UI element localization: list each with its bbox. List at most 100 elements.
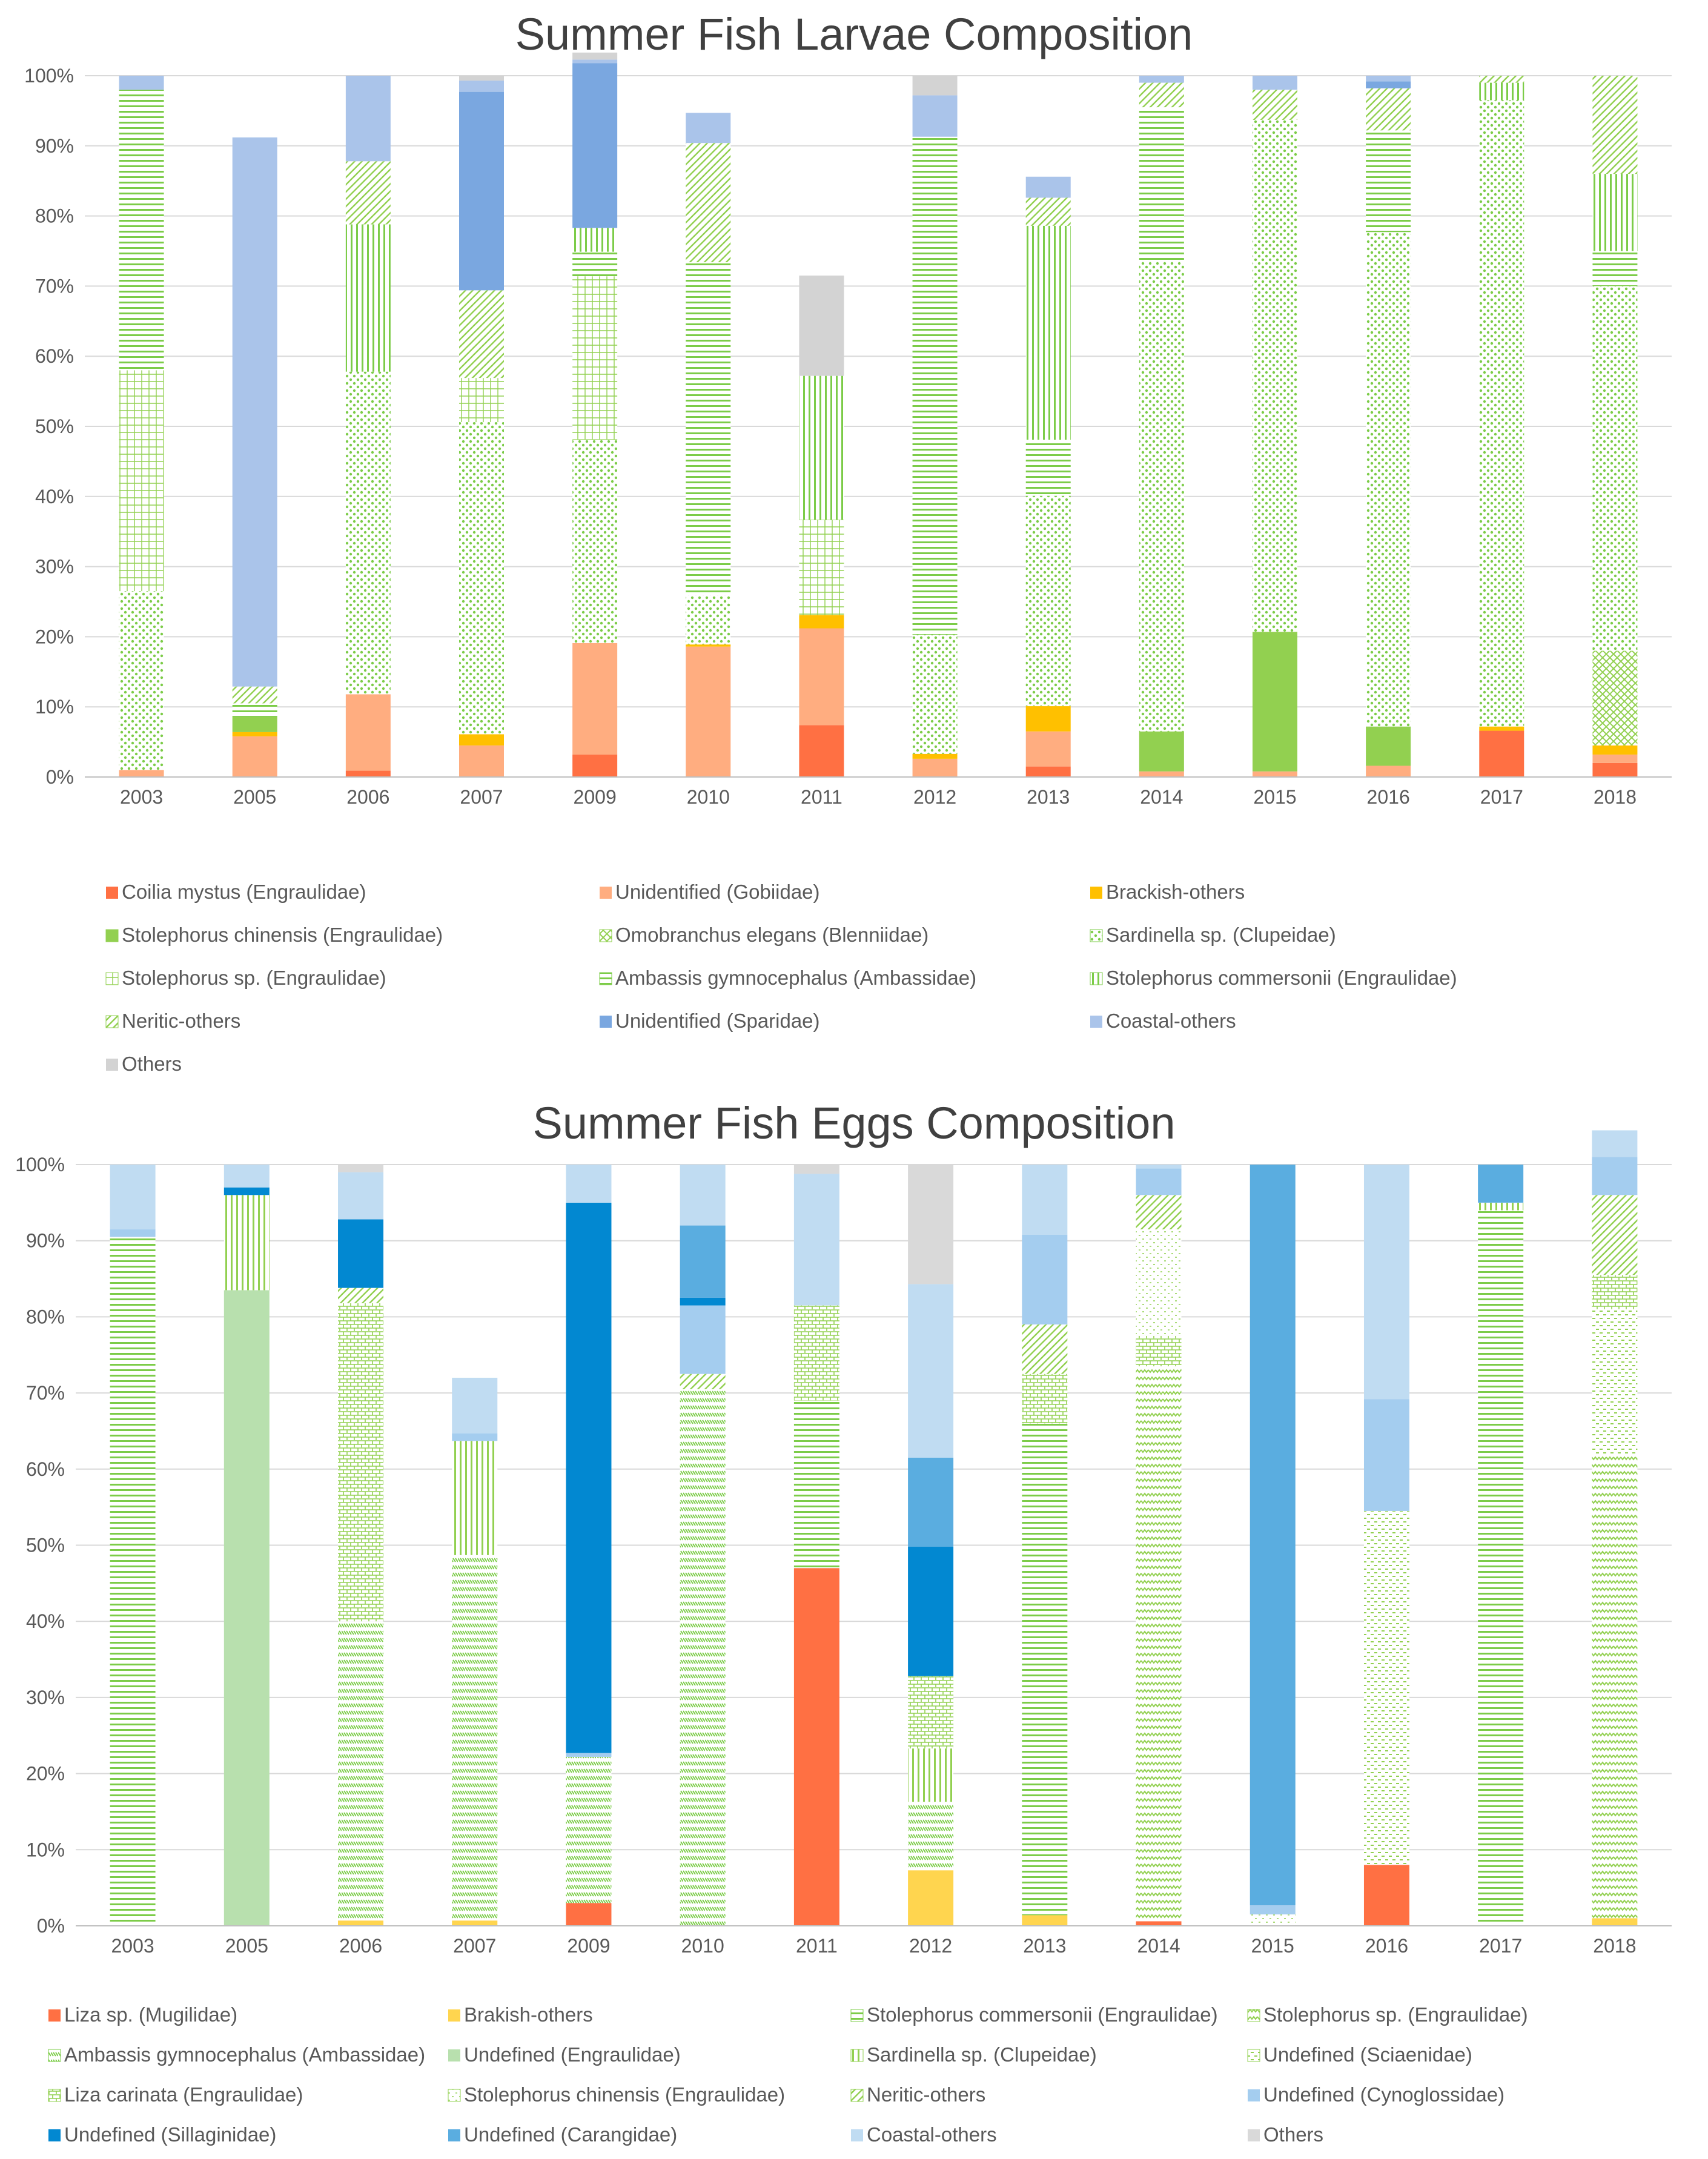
legend-label: Others — [122, 1053, 182, 1075]
bar-segment-stolephorus-sp-engraulidae — [799, 520, 844, 615]
bar-segment-stolephorus-commersonii-engraulidae — [1022, 1423, 1068, 1916]
y-tick-label: 50% — [26, 1535, 65, 1556]
bar-segment-ambassis-gymnocephalus-ambassidae — [1366, 130, 1411, 233]
eggs-chart-title: Summer Fish Eggs Composition — [532, 1098, 1176, 1148]
bar-segment-brakish-others — [338, 1920, 384, 1926]
bar-segment-coastal-others — [110, 1165, 156, 1229]
bar-segment-unidentified-sparidae — [1366, 81, 1411, 88]
x-tick-label: 2014 — [1140, 786, 1183, 808]
x-tick-label: 2005 — [225, 1935, 268, 1957]
bar-segment-others — [908, 1165, 954, 1284]
bar-segment-undefined-sciaenidae — [1592, 1309, 1638, 1454]
bar-stack-2007 — [452, 1377, 498, 1926]
bar-segment-undefined-sillaginidae — [680, 1297, 726, 1306]
legend-item: Stolephorus sp. (Engraulidae) — [105, 967, 386, 989]
y-tick-label: 50% — [35, 415, 74, 437]
x-tick-label: 2012 — [909, 1935, 952, 1957]
bar-segment-liza-sp-mugilidae — [1363, 1865, 1409, 1926]
bar-segment-sardinella-sp-clupeidae — [452, 1441, 498, 1555]
bar-segment-unidentified-gobiidae — [912, 758, 958, 777]
eggs-chart-panel: Summer Fish Eggs Composition 0% 10% 20% 30%… — [0, 1084, 1708, 2159]
legend-item: Undefined (Sillaginidae) — [48, 2123, 276, 2146]
bar-stack-2015 — [1250, 1165, 1296, 1926]
bar-segment-stolephorus-chinensis-engraulidae — [1136, 1229, 1182, 1336]
bar-segment-sardinella-sp-clupeidae — [1139, 261, 1184, 732]
bar-segment-undefined-engraulidae — [223, 1290, 270, 1926]
legend-item: Coilia mystus (Engraulidae) — [106, 881, 366, 903]
bar-segment-neritic-others — [1592, 76, 1638, 174]
x-tick-label: 2010 — [687, 786, 730, 808]
bar-stack-2016 — [1366, 76, 1411, 777]
bar-segment-undefined-carangidae — [1478, 1165, 1524, 1203]
bar-segment-sardinella-sp-clupeidae — [223, 1195, 270, 1291]
bar-stack-2018 — [1592, 76, 1638, 777]
x-tick-label: 2017 — [1479, 1935, 1522, 1957]
legend-swatch — [448, 2049, 460, 2061]
y-tick-label: 60% — [26, 1458, 65, 1480]
x-tick-label: 2007 — [453, 1935, 496, 1957]
bar-segment-liza-carinata-engraulidae — [908, 1676, 954, 1749]
bar-stack-2017 — [1478, 1165, 1524, 1926]
legend-swatch — [850, 2049, 864, 2062]
legend-item: Others — [106, 1053, 182, 1075]
bar-stack-2009 — [572, 52, 618, 777]
legend-swatch — [1247, 2009, 1260, 2022]
bar-segment-neritic-others — [1022, 1324, 1068, 1374]
bar-segment-undefined-cynoglossidae — [680, 1305, 726, 1374]
legend-swatch — [106, 1059, 118, 1071]
bar-segment-unidentified-gobiidae — [1366, 765, 1411, 777]
bar-stack-2006 — [345, 76, 391, 777]
bar-segment-coastal-others — [566, 1165, 612, 1203]
bar-segment-stolephorus-sp-engraulidae — [459, 378, 504, 423]
bar-stack-2005 — [232, 137, 277, 777]
y-tick-label: 30% — [35, 556, 74, 578]
eggs-chart: 0% 10% 20% 30% 40% 50% 60% 70% 80% 90% 100% 2003 200… — [15, 1130, 1672, 2146]
bar-segment-unidentified-sparidae — [572, 63, 618, 228]
legend-swatch — [851, 2129, 863, 2141]
legend-item: Stolephorus chinensis (Engraulidae) — [105, 924, 443, 946]
legend-swatch — [850, 2009, 864, 2022]
bar-segment-coilia-mystus-engraulidae — [1025, 766, 1071, 777]
legend-swatch — [850, 2089, 864, 2102]
legend-swatch — [105, 972, 119, 985]
bar-segment-unidentified-gobiidae — [232, 736, 277, 777]
larvae-chart: 0% 10% 20% 30% 40% 50% 60% 70% 80% 90% 100% 2003 200… — [24, 52, 1672, 1075]
legend-item: Undefined (Engraulidae) — [448, 2043, 681, 2066]
legend-swatch — [1248, 2089, 1260, 2101]
x-tick-label: 2009 — [567, 1935, 610, 1957]
bar-segment-coastal-others — [223, 1165, 270, 1188]
bar-stack-2011 — [793, 1165, 839, 1926]
bar-segment-coilia-mystus-engraulidae — [1592, 762, 1638, 777]
bar-segment-sardinella-sp-clupeidae — [912, 634, 958, 754]
bar-stack-2015 — [1253, 76, 1297, 777]
bar-segment-sardinella-sp-clupeidae — [1025, 495, 1071, 707]
y-tick-label: 90% — [26, 1230, 65, 1252]
bar-stack-2003 — [110, 1165, 156, 1926]
y-tick-label: 60% — [35, 345, 74, 367]
bar-segment-liza-sp-mugilidae — [793, 1568, 839, 1926]
bar-segment-ambassis-gymnocephalus-ambassidae — [912, 136, 958, 635]
legend-swatch — [599, 972, 612, 985]
legend-swatch — [1090, 887, 1102, 899]
legend-swatch — [448, 2089, 461, 2102]
bar-segment-neritic-others — [686, 143, 731, 263]
y-tick-label: 100% — [15, 1154, 65, 1175]
bar-stack-2010 — [686, 113, 731, 777]
legend-item: Undefined (Carangidae) — [448, 2123, 677, 2146]
bar-segment-coastal-others — [793, 1174, 839, 1306]
legend-label: Ambassis gymnocephalus (Ambassidae) — [615, 967, 976, 989]
legend-item: Omobranchus elegans (Blenniidae) — [599, 924, 928, 946]
legend-item: Undefined (Sciaenidae) — [1247, 2043, 1472, 2066]
bar-segment-unidentified-gobiidae — [799, 628, 844, 726]
bar-segment-liza-carinata-engraulidae — [793, 1305, 839, 1401]
bar-segment-undefined-carangidae — [1250, 1165, 1296, 1906]
legend-item: Coastal-others — [851, 2123, 997, 2146]
bar-segment-sardinella-sp-clupeidae — [459, 422, 504, 735]
bar-segment-stolephorus-sp-engraulidae — [572, 276, 618, 440]
bar-segment-undefined-cynoglossidae — [1136, 1168, 1182, 1195]
bar-stack-2012 — [912, 76, 958, 777]
bar-segment-ambassis-gymnocephalus-ambassidae — [1592, 251, 1638, 286]
legend-item: Liza carinata (Engraulidae) — [48, 2083, 303, 2106]
legend-label: Stolephorus chinensis (Engraulidae) — [464, 2083, 785, 2106]
legend-label: Unidentified (Sparidae) — [615, 1010, 820, 1032]
